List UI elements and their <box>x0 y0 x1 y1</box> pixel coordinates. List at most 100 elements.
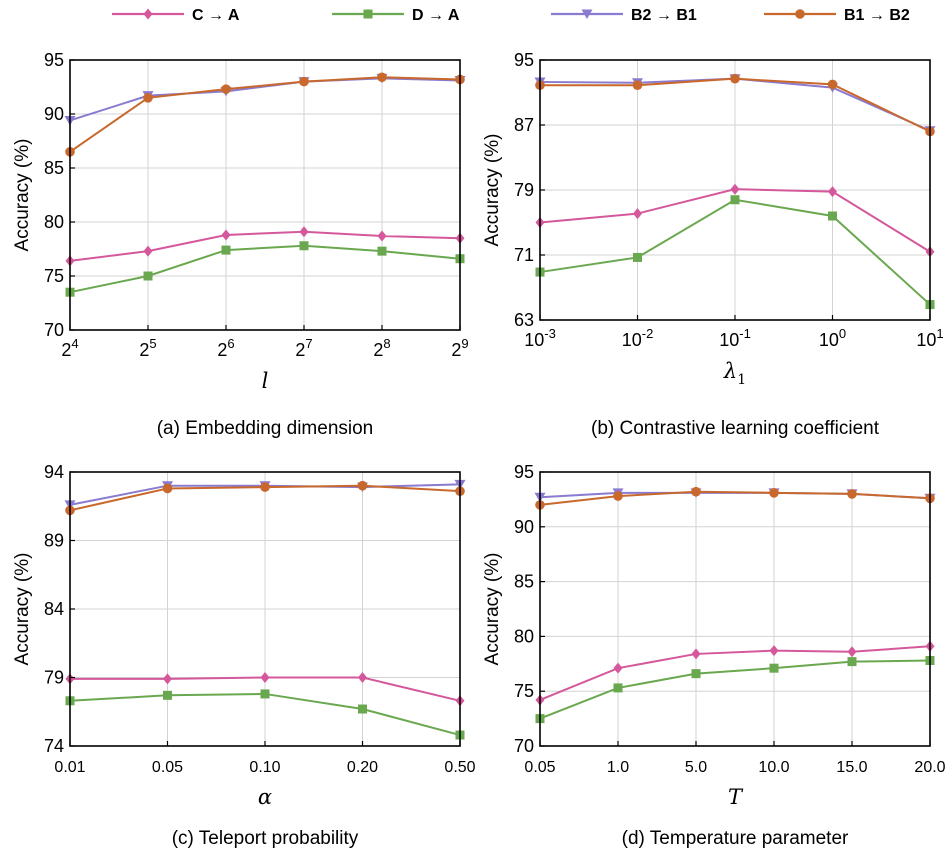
x-tick-label: 28 <box>373 336 390 360</box>
grid <box>70 472 460 746</box>
data-point <box>633 252 642 262</box>
data-point <box>730 195 740 205</box>
y-tick-label: 90 <box>514 517 534 537</box>
data-point <box>828 186 837 198</box>
series-line <box>69 244 461 294</box>
x-tick-exponent: 0 <box>839 326 846 341</box>
x-tick-exponent: 5 <box>149 336 156 351</box>
x-axis-subscript: 1 <box>737 372 746 388</box>
data-point <box>260 672 270 683</box>
legend-marker-circle <box>795 9 805 19</box>
data-point <box>357 480 368 491</box>
x-axis-label: T <box>728 785 744 809</box>
legend-marker-triangle-down <box>581 9 593 19</box>
series-d-a <box>65 241 465 297</box>
series-line <box>539 659 931 720</box>
legend-marker-diamond <box>143 8 153 20</box>
data-point <box>613 491 623 501</box>
x-tick-exponent: -3 <box>544 326 556 341</box>
data-point <box>769 663 779 673</box>
y-axis-label: Accuracy (%) <box>482 134 503 247</box>
x-tick-exponent: 4 <box>71 336 78 351</box>
x-axis-label: α <box>258 785 272 809</box>
y-tick-label: 95 <box>514 50 534 70</box>
data-point <box>299 76 309 87</box>
series-b1-b2 <box>65 480 465 516</box>
x-axis-label: λ1 <box>723 359 746 388</box>
data-point <box>221 84 231 94</box>
x-tick-exponent: -2 <box>642 326 654 341</box>
data-point <box>827 79 838 90</box>
series-line <box>69 230 461 262</box>
data-point <box>691 669 701 679</box>
y-tick-label: 95 <box>514 462 534 482</box>
x-tick-label: 25 <box>139 336 156 360</box>
data-point <box>299 241 309 251</box>
panel-caption: (b) Contrastive learning coefficient <box>591 418 880 439</box>
data-point <box>377 230 387 242</box>
plot-frame <box>539 471 931 747</box>
y-tick-label: 94 <box>44 462 64 482</box>
data-point <box>730 73 740 84</box>
x-tick-label: 101 <box>916 326 943 350</box>
y-tick-label: 75 <box>44 266 64 286</box>
x-tick-label: 20.0 <box>914 759 945 776</box>
data-point <box>633 208 642 220</box>
x-tick-exponent: 7 <box>305 336 312 351</box>
y-axis-label: Accuracy (%) <box>12 139 33 252</box>
y-tick-label: 79 <box>514 180 534 200</box>
y-tick-label: 70 <box>514 736 534 756</box>
x-axis-symbol: α <box>258 785 272 809</box>
y-tick-label: 80 <box>514 626 534 646</box>
x-tick-label: 5.0 <box>685 759 707 776</box>
y-tick-label: 90 <box>44 104 64 124</box>
x-tick-label: 10-2 <box>622 326 654 350</box>
series-c-a <box>65 226 465 267</box>
series-line <box>539 490 931 506</box>
panel-caption: (c) Teleport probability <box>172 828 359 849</box>
x-tick-label: 1.0 <box>607 759 629 776</box>
panel-teleport-probability: 0.01 0.05 0.10 0.20 0.50 74 79 84 89 94 Accuracy (… <box>12 462 476 849</box>
x-axis-symbol: l <box>262 369 269 393</box>
series-b1-b2 <box>535 486 935 510</box>
y-axis-label: Accuracy (%) <box>12 553 33 666</box>
data-point <box>377 246 387 256</box>
data-point <box>769 488 779 498</box>
legend-label: B2 → B1 <box>631 7 697 24</box>
panel-caption: (d) Temperature parameter <box>622 828 849 849</box>
data-point <box>691 486 701 497</box>
x-tick-label: 0.05 <box>152 759 183 776</box>
data-point <box>260 689 270 699</box>
data-point <box>613 662 623 674</box>
x-tick-exponent: 1 <box>936 326 943 341</box>
y-tick-label: 95 <box>44 50 64 70</box>
x-tick-label: 0.01 <box>54 759 85 776</box>
legend: C → A D → A B2 → B1 B1 → B2 <box>112 7 910 24</box>
y-tick-label: 75 <box>514 681 534 701</box>
x-tick-label: 29 <box>451 336 468 360</box>
data-point <box>299 226 309 238</box>
legend-item-d-a: D → A <box>332 7 460 24</box>
data-point <box>163 673 172 685</box>
panel-temperature-parameter: 0.05 1.0 5.0 10.0 15.0 20.0 70 75 80 85 90 95 Accura… <box>482 462 946 849</box>
data-point <box>691 648 701 660</box>
series-line <box>69 76 461 153</box>
x-tick-label: 15.0 <box>836 759 867 776</box>
y-tick-label: 71 <box>514 245 534 265</box>
x-axis-symbol: λ <box>723 359 737 383</box>
legend-item-c-a: C → A <box>112 7 240 24</box>
y-axis-label: Accuracy (%) <box>482 553 503 666</box>
y-tick-label: 79 <box>44 668 64 688</box>
y-tick-label: 87 <box>514 115 534 135</box>
x-tick-label: 27 <box>295 336 312 360</box>
panel-caption: (a) Embedding dimension <box>157 418 374 439</box>
x-tick-label: 0.10 <box>249 759 280 776</box>
y-tick-label: 63 <box>514 310 534 330</box>
panel-contrastive-coefficient: 1 0 -3 10-2 10-1 100 101 63 71 79 87 95 Accuracy (%)… <box>482 50 944 439</box>
data-point <box>163 690 172 700</box>
x-tick-label: 100 <box>819 326 846 350</box>
x-axis-symbol: T <box>728 785 744 809</box>
data-point <box>377 72 387 83</box>
data-point <box>358 704 367 714</box>
